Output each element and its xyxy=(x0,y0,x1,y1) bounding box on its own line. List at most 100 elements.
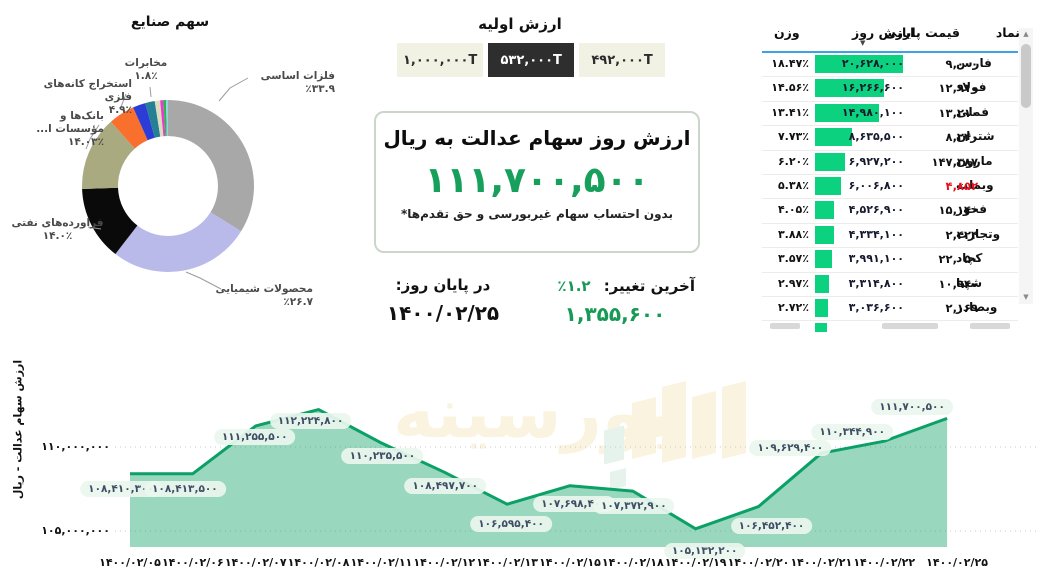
last-change-percent: ۱.۲٪ xyxy=(557,277,591,295)
day-value-number: ۱۱۱,۷۰۰,۵۰۰ xyxy=(424,160,650,201)
sort-descending-icon[interactable]: ▼ xyxy=(860,39,866,47)
weight-cell: ۱۸.۴۷٪ xyxy=(771,57,809,70)
weight-cell: ۳.۵۷٪ xyxy=(777,252,809,266)
end-of-day-label: در پایان روز: xyxy=(395,276,491,294)
area-line xyxy=(130,408,948,531)
end-of-day-block: در پایان روز: ۱۴۰۰/۰۲/۲۵ xyxy=(373,276,513,325)
donut-title: سهم صنایع xyxy=(130,14,210,30)
weight-cell: ۳.۸۸٪ xyxy=(777,227,809,241)
close-price-cell: ۸,۲۴۰ xyxy=(945,130,978,145)
last-change-label: آخرین تغییر: xyxy=(603,277,695,295)
donut-slice-4[interactable] xyxy=(110,107,148,149)
point-value-label: ۱۰۹,۶۲۹,۴۰۰ xyxy=(749,440,832,457)
donut-slice-3[interactable] xyxy=(82,121,135,189)
weight-cell: ۲.۹۷٪ xyxy=(777,276,809,290)
point-value-label: ۱۰۸,۴۱۳,۵۰۰ xyxy=(144,480,226,497)
donut-slice-1[interactable] xyxy=(115,212,242,272)
header-weight[interactable]: وزن xyxy=(774,25,800,40)
table-row[interactable]: فملی ۱۳,۲۱۰ ۱۴,۹۸۰,۱۰۰ ۱۳.۴۱٪ xyxy=(762,101,1018,127)
day-value-number: ۱۶,۲۶۶,۶۰۰ xyxy=(841,81,904,95)
table-row[interactable]: وبصادر ۲,۱۶۹ ۳,۰۳۶,۶۰۰ ۲.۷۲٪ xyxy=(762,296,1018,322)
scrollbar-thumb[interactable] xyxy=(1021,44,1031,108)
day-value-bar xyxy=(815,79,885,98)
scrollbar-down-icon[interactable]: ▼ xyxy=(1023,293,1029,301)
day-value-bar xyxy=(815,152,845,171)
symbol-cell: فخوز xyxy=(956,202,987,217)
symbols-table: نماد قیمت پایانی ارزش روز ▼ وزن فارس ۹,۰۰… xyxy=(762,20,1035,332)
table-row[interactable]: فارس ۹,۰۰۰ ۲۰,۶۲۸,۰۰۰ ۱۸.۴۷٪ xyxy=(762,52,1018,78)
y-tick-label: ۱۱۰,۰۰۰,۰۰۰ xyxy=(41,440,110,453)
day-value-cell: ۸,۶۳۵,۵۰۰ xyxy=(815,128,910,147)
day-value-cell: ۴,۵۲۶,۹۰۰ xyxy=(815,201,910,220)
initial-value-option-2[interactable]: ۱,۰۰۰,۰۰۰T xyxy=(396,43,484,77)
day-value-cell: ۳,۰۳۶,۶۰۰ xyxy=(815,299,910,317)
table-scrollbar[interactable]: ▲ ▼ xyxy=(1019,28,1033,304)
symbol-cell: مارون xyxy=(956,153,993,168)
symbol-cell: وبصادر xyxy=(956,300,998,314)
point-value-label: ۱۰۵,۱۳۲,۲۰۰ xyxy=(663,542,746,559)
close-price-cell: ۱۴۷,۳۸۷ xyxy=(931,154,978,169)
symbol-cell: فارس xyxy=(956,56,992,70)
table-row[interactable]: فخوز ۱۵,۱۴۰ ۴,۵۲۶,۹۰۰ ۴.۰۵٪ xyxy=(762,198,1018,224)
donut-slice-7[interactable] xyxy=(154,100,164,137)
industry-donut-chart[interactable] xyxy=(0,0,350,340)
close-price-cell: ۴,۸۵۲ xyxy=(945,179,978,193)
day-value-cell: ۴,۳۳۴,۱۰۰ xyxy=(815,225,910,244)
x-tick-label: ۱۴۰۰/۰۲/۲۰ xyxy=(727,556,790,569)
day-value-cell: ۶,۰۰۶,۸۰۰ xyxy=(815,177,910,195)
table-row[interactable]: وبملت ۴,۸۵۲ ۶,۰۰۶,۸۰۰ ۵.۳۸٪ xyxy=(762,174,1018,200)
value-area-chart[interactable] xyxy=(0,355,1050,585)
symbol-cell: فولاد xyxy=(956,80,987,95)
day-value-number: ۲۰,۶۲۸,۰۰۰ xyxy=(841,57,904,70)
donut-slice-9[interactable] xyxy=(163,100,167,137)
day-value-cell: ۱۶,۲۶۶,۶۰۰ xyxy=(815,79,910,98)
donut-slice-0[interactable] xyxy=(168,100,254,232)
donut-slice-8[interactable] xyxy=(160,100,166,137)
weight-cell: ۵.۳۸٪ xyxy=(777,179,809,192)
header-symbol[interactable]: نماد xyxy=(995,25,1020,40)
donut-slice-2[interactable] xyxy=(82,187,138,254)
initial-value-option-0[interactable]: ۴۹۲,۰۰۰T xyxy=(579,43,665,77)
header-close-price[interactable]: قیمت پایانی xyxy=(884,25,960,40)
x-tick-label: ۱۴۰۰/۰۲/۲۱ xyxy=(790,556,853,569)
point-value-label: ۱۱۰,۳۴۴,۹۰۰ xyxy=(811,424,894,441)
donut-slice-5[interactable] xyxy=(133,103,155,141)
x-tick-label: ۱۴۰۰/۰۲/۱۹ xyxy=(664,556,727,569)
day-value-number: ۸,۶۳۵,۵۰۰ xyxy=(848,130,904,144)
scrollbar-up-icon[interactable]: ▲ xyxy=(1023,30,1029,38)
close-price-cell: ۲,۱۶۹ xyxy=(945,301,978,315)
table-row[interactable]: وتجارت ۲,۴۲۴ ۴,۳۳۴,۱۰۰ ۳.۸۸٪ xyxy=(762,223,1018,249)
symbol-cell: شپنا xyxy=(956,275,983,290)
donut-label: فراورده‌های نفتی ۱۴.۰٪ xyxy=(11,217,104,242)
table-row[interactable]: فولاد ۱۲,۹۱۰ ۱۶,۲۶۶,۶۰۰ ۱۴.۵۶٪ xyxy=(762,76,1018,102)
point-value-label: ۱۰۶,۵۹۵,۴۰۰ xyxy=(470,516,552,533)
header-divider xyxy=(762,51,1018,53)
close-price-cell: ۱۰,۹۴۰ xyxy=(938,276,978,291)
day-value-cell: ۱۴,۹۸۰,۱۰۰ xyxy=(815,103,910,122)
table-row[interactable]: کچاد ۲۲,۰۵۰ ۳,۹۹۱,۱۰۰ ۳.۵۷٪ xyxy=(762,247,1018,273)
table-row[interactable]: مارون ۱۴۷,۳۸۷ ۶,۹۲۷,۲۰۰ ۶.۲۰٪ xyxy=(762,150,1018,175)
x-tick-label: ۱۴۰۰/۰۲/۱۸ xyxy=(601,556,664,569)
day-value-card: ارزش روز سهام عدالت به ریال ۱۱۱,۷۰۰,۵۰۰ … xyxy=(374,111,700,253)
table-row[interactable]: شتران ۸,۲۴۰ ۸,۶۳۵,۵۰۰ ۷.۷۳٪ xyxy=(762,125,1018,151)
donut-slice-6[interactable] xyxy=(145,101,161,138)
close-price-cell: ۱۳,۲۱۰ xyxy=(938,105,978,120)
day-value-cell: ۳,۹۹۱,۱۰۰ xyxy=(815,250,910,269)
symbol-cell: شتران xyxy=(956,129,995,144)
symbol-cell: وبملت xyxy=(956,178,994,192)
point-value-label: ۱۰۷,۳۷۲,۹۰۰ xyxy=(592,498,675,515)
close-price-cell: ۹,۰۰۰ xyxy=(945,57,978,71)
donut-slice-10[interactable] xyxy=(166,99,168,136)
header-day-value[interactable]: ارزش روز xyxy=(852,25,915,40)
table-row-clipped[interactable] xyxy=(762,320,1018,332)
x-tick-label: ۱۴۰۰/۰۲/۰۷ xyxy=(224,556,287,569)
day-value-footnote: *بدون احتساب سهام غیربورسی و حق تقدم‌ها xyxy=(400,207,673,221)
point-value-label: ۱۰۶,۴۵۲,۴۰۰ xyxy=(730,517,813,534)
initial-value-button-group: ۴۹۲,۰۰۰T ۵۳۲,۰۰۰T ۱,۰۰۰,۰۰۰T xyxy=(396,43,665,77)
close-price-cell: ۲۲,۰۵۰ xyxy=(938,252,978,267)
day-value-cell: ۳,۳۱۴,۸۰۰ xyxy=(815,274,910,293)
table-row[interactable]: شپنا ۱۰,۹۴۰ ۳,۳۱۴,۸۰۰ ۲.۹۷٪ xyxy=(762,272,1018,297)
day-value-bar xyxy=(815,128,852,147)
initial-value-option-1[interactable]: ۵۳۲,۰۰۰T xyxy=(488,43,575,77)
day-value-number: ۴,۵۲۶,۹۰۰ xyxy=(848,203,904,217)
